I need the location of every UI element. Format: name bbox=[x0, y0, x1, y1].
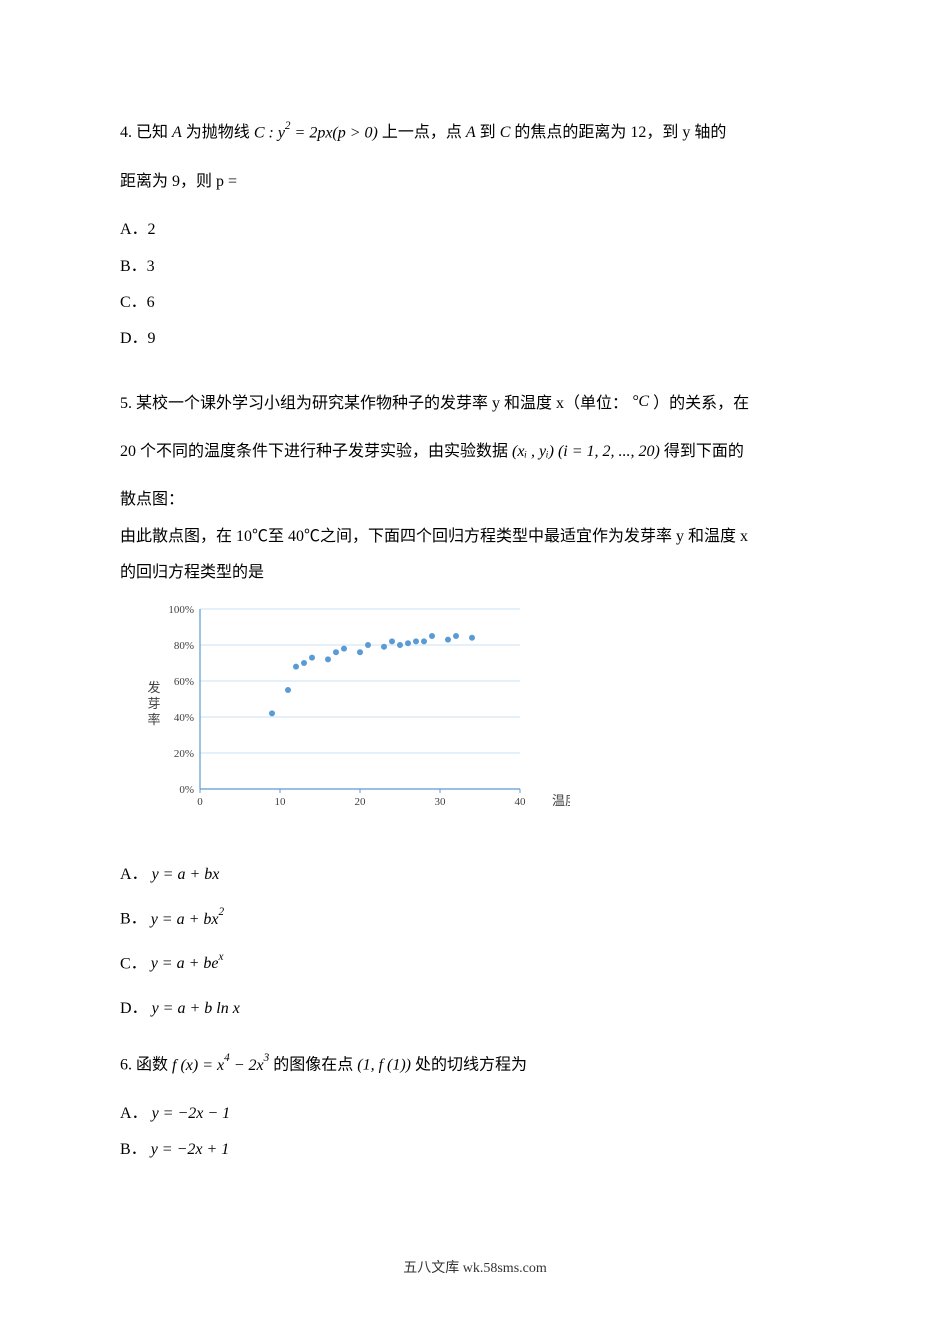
page-content: 4. 已知 A 为抛物线 C : y2 = 2px(p > 0) 上一点，点 A… bbox=[0, 0, 950, 1322]
svg-text:60%: 60% bbox=[174, 676, 194, 688]
q4-optC: C．6 bbox=[120, 288, 830, 318]
svg-text:10: 10 bbox=[275, 796, 287, 808]
scatter-svg: 0 10 20 30 40 0% 20% 40% 60% 80% 100% 发芽率温度/°c bbox=[140, 599, 570, 829]
q5-optB-eq-base: y = a + bx bbox=[151, 911, 219, 928]
q5-line5: 的回归方程类型的是 bbox=[120, 558, 830, 588]
q6-line1b: 的图像在点 bbox=[273, 1057, 357, 1074]
q5-line1a: 5. 某校一个课外学习小组为研究某作物种子的发芽率 y 和温度 x（单位： bbox=[120, 395, 628, 412]
q6-fx-base: f (x) = x bbox=[172, 1057, 224, 1074]
q5-optC-label: C． bbox=[120, 955, 147, 972]
q4-mid3: 到 bbox=[480, 124, 500, 141]
q4-parabola: C : y2 = 2px(p > 0) bbox=[254, 118, 378, 149]
q5-line1: 5. 某校一个课外学习小组为研究某作物种子的发芽率 y 和温度 x（单位： °C… bbox=[120, 389, 830, 419]
q5-optC-eq-base: y = a + be bbox=[151, 955, 219, 972]
svg-text:80%: 80% bbox=[174, 640, 194, 652]
svg-text:发: 发 bbox=[147, 680, 160, 695]
q5-pair: (xᵢ , yᵢ) bbox=[512, 443, 554, 460]
svg-text:0%: 0% bbox=[179, 784, 194, 796]
q5-optC-eq: y = a + bex bbox=[151, 955, 224, 972]
q5-optC: C． y = a + bex bbox=[120, 949, 830, 980]
q4-A2: A bbox=[466, 124, 476, 141]
q4-C1: C bbox=[500, 124, 511, 141]
q4-optD: D．9 bbox=[120, 324, 830, 354]
q6-optA: A． y = −2x − 1 bbox=[120, 1099, 830, 1129]
q5-optB-label: B． bbox=[120, 911, 147, 928]
q5-optB-eq: y = a + bx2 bbox=[151, 911, 224, 928]
q4-line2: 距离为 9，则 p = bbox=[120, 167, 830, 197]
q5-optD-eq: y = a + b ln x bbox=[152, 1000, 240, 1017]
svg-text:20%: 20% bbox=[174, 748, 194, 760]
q6-optA-eq: y = −2x − 1 bbox=[152, 1105, 231, 1122]
q5-irange: (i = 1, 2, ..., 20) bbox=[558, 443, 660, 460]
q6-optB-label: B． bbox=[120, 1141, 147, 1158]
svg-text:30: 30 bbox=[435, 796, 447, 808]
q5-line2b: 得到下面的 bbox=[664, 443, 744, 460]
svg-text:40: 40 bbox=[515, 796, 527, 808]
svg-text:0: 0 bbox=[197, 796, 203, 808]
q4-parabola-lhs: C : y bbox=[254, 124, 285, 141]
q6-optB: B． y = −2x + 1 bbox=[120, 1135, 830, 1165]
q6-line1: 6. 函数 f (x) = x4 − 2x3 的图像在点 (1, f (1)) … bbox=[120, 1050, 830, 1081]
q6-fx: f (x) = x4 − 2x3 bbox=[172, 1057, 273, 1074]
q4-mid1: 为抛物线 bbox=[186, 124, 254, 141]
svg-text:40%: 40% bbox=[174, 712, 194, 724]
q6-point: (1, f (1)) bbox=[357, 1057, 411, 1074]
q4-optA: A．2 bbox=[120, 215, 830, 245]
q4-line1: 4. 已知 A 为抛物线 C : y2 = 2px(p > 0) 上一点，点 A… bbox=[120, 118, 830, 149]
q5-optD-label: D． bbox=[120, 1000, 148, 1017]
svg-text:温度/°c: 温度/°c bbox=[552, 793, 570, 808]
q6-optB-eq: y = −2x + 1 bbox=[151, 1141, 230, 1158]
q5-optA-label: A． bbox=[120, 866, 148, 883]
q5-line4: 由此散点图，在 10℃至 40℃之间，下面四个回归方程类型中最适宜作为发芽率 y… bbox=[120, 522, 830, 552]
footer-text: 五八文库 wk.58sms.com bbox=[120, 1256, 830, 1283]
q4-sq: 2 bbox=[285, 120, 291, 132]
q5-optA-eq: y = a + bx bbox=[152, 866, 220, 883]
q5-line3: 散点图： bbox=[120, 485, 830, 515]
q4-mid2: 上一点，点 bbox=[382, 124, 466, 141]
q5-optB-sq: 2 bbox=[218, 906, 224, 918]
q6-line1c: 处的切线方程为 bbox=[415, 1057, 527, 1074]
q4-prefix: 4. 已知 bbox=[120, 124, 172, 141]
q6-optA-label: A． bbox=[120, 1105, 148, 1122]
q5-optB: B． y = a + bx2 bbox=[120, 904, 830, 935]
q5-line2a: 20 个不同的温度条件下进行种子发芽实验，由实验数据 bbox=[120, 443, 512, 460]
q5-line2: 20 个不同的温度条件下进行种子发芽实验，由实验数据 (xᵢ , yᵢ) (i … bbox=[120, 437, 830, 467]
q5-optA: A． y = a + bx bbox=[120, 860, 830, 890]
q5-degC: °C bbox=[632, 393, 649, 410]
q6-exp4: 4 bbox=[224, 1052, 230, 1064]
q5-optD: D． y = a + b ln x bbox=[120, 994, 830, 1024]
q5-optC-exp: x bbox=[218, 951, 223, 963]
scatter-chart: 0 10 20 30 40 0% 20% 40% 60% 80% 100% 发芽率温度/°c bbox=[140, 599, 830, 840]
q4-mid4: 的焦点的距离为 12，到 y 轴的 bbox=[514, 124, 726, 141]
q4-parabola-rhs: = 2px(p > 0) bbox=[291, 124, 378, 141]
svg-text:率: 率 bbox=[147, 712, 160, 727]
q4-A1: A bbox=[172, 124, 182, 141]
q6-minus: − 2x bbox=[230, 1057, 264, 1074]
q4-optB: B．3 bbox=[120, 252, 830, 282]
svg-text:芽: 芽 bbox=[147, 696, 160, 711]
q6-line1a: 6. 函数 bbox=[120, 1057, 172, 1074]
svg-text:20: 20 bbox=[355, 796, 367, 808]
q6-exp3: 3 bbox=[264, 1052, 270, 1064]
svg-text:100%: 100% bbox=[168, 604, 194, 616]
q5-line1b: ）的关系，在 bbox=[653, 395, 749, 412]
